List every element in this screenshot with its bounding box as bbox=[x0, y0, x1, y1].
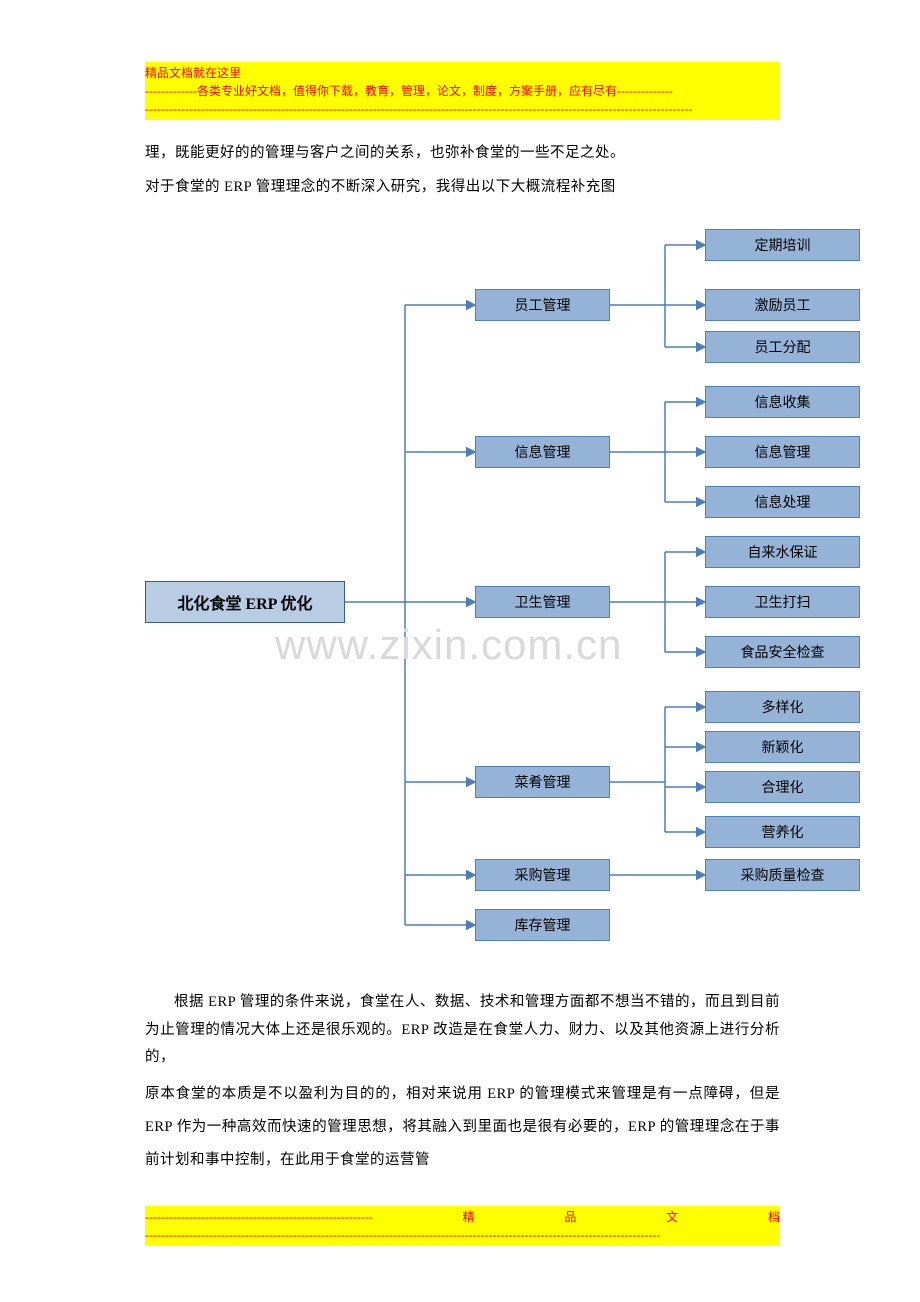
paragraph-1: 理，既能更好的的管理与客户之间的关系，也弥补食堂的一些不足之处。 bbox=[145, 140, 780, 168]
header-line1: 精品文档就在这里 bbox=[145, 64, 780, 82]
flowchart-node: 新颖化 bbox=[705, 731, 860, 763]
erp-flowchart: www.zixin.com.cn 北化食堂 ERP 优化员工管理信息管理卫生管理… bbox=[145, 211, 780, 971]
flowchart-node: 信息管理 bbox=[705, 436, 860, 468]
header-line2: -------------各类专业好文档，值得你下载，教育，管理，论文，制度，方… bbox=[145, 82, 780, 100]
footer-word-3: 文 bbox=[666, 1208, 678, 1226]
flowchart-node: 北化食堂 ERP 优化 bbox=[145, 581, 345, 623]
flowchart-node: 卫生打扫 bbox=[705, 586, 860, 618]
flowchart-node: 卫生管理 bbox=[475, 586, 610, 618]
footer-word-4: 档 bbox=[768, 1208, 780, 1226]
flowchart-node: 员工分配 bbox=[705, 331, 860, 363]
footer-word-2: 品 bbox=[564, 1208, 576, 1226]
footer-banner: ----------------------------------------… bbox=[145, 1206, 780, 1246]
paragraph-3: 根据 ERP 管理的条件来说，食堂在人、数据、技术和管理方面都不想当不错的，而且… bbox=[145, 989, 780, 1072]
flowchart-node: 信息管理 bbox=[475, 436, 610, 468]
flowchart-node: 定期培训 bbox=[705, 229, 860, 261]
flowchart-node: 采购管理 bbox=[475, 859, 610, 891]
paragraph-2: 对于食堂的 ERP 管理理念的不断深入研究，我得出以下大概流程补充图 bbox=[145, 174, 780, 202]
flowchart-node: 合理化 bbox=[705, 771, 860, 803]
paragraph-4: 原本食堂的本质是不以盈利为目的的，相对来说用 ERP 的管理模式来管理是有一点障… bbox=[145, 1078, 780, 1178]
flowchart-node: 员工管理 bbox=[475, 289, 610, 321]
flowchart-node: 库存管理 bbox=[475, 909, 610, 941]
flowchart-node: 自来水保证 bbox=[705, 536, 860, 568]
header-banner: 精品文档就在这里 -------------各类专业好文档，值得你下载，教育，管… bbox=[145, 62, 780, 120]
flowchart-node: 信息收集 bbox=[705, 386, 860, 418]
footer-word-1: 精 bbox=[463, 1208, 475, 1226]
flowchart-node: 采购质量检查 bbox=[705, 859, 860, 891]
flowchart-node: 激励员工 bbox=[705, 289, 860, 321]
flowchart-node: 菜肴管理 bbox=[475, 766, 610, 798]
footer-dashes-left: ----------------------------------------… bbox=[145, 1208, 373, 1226]
flowchart-node: 多样化 bbox=[705, 691, 860, 723]
header-line3: ----------------------------------------… bbox=[145, 100, 780, 118]
footer-dashes-bottom: ----------------------------------------… bbox=[145, 1226, 780, 1244]
flowchart-node: 信息处理 bbox=[705, 486, 860, 518]
flowchart-node: 营养化 bbox=[705, 816, 860, 848]
flowchart-node: 食品安全检查 bbox=[705, 636, 860, 668]
